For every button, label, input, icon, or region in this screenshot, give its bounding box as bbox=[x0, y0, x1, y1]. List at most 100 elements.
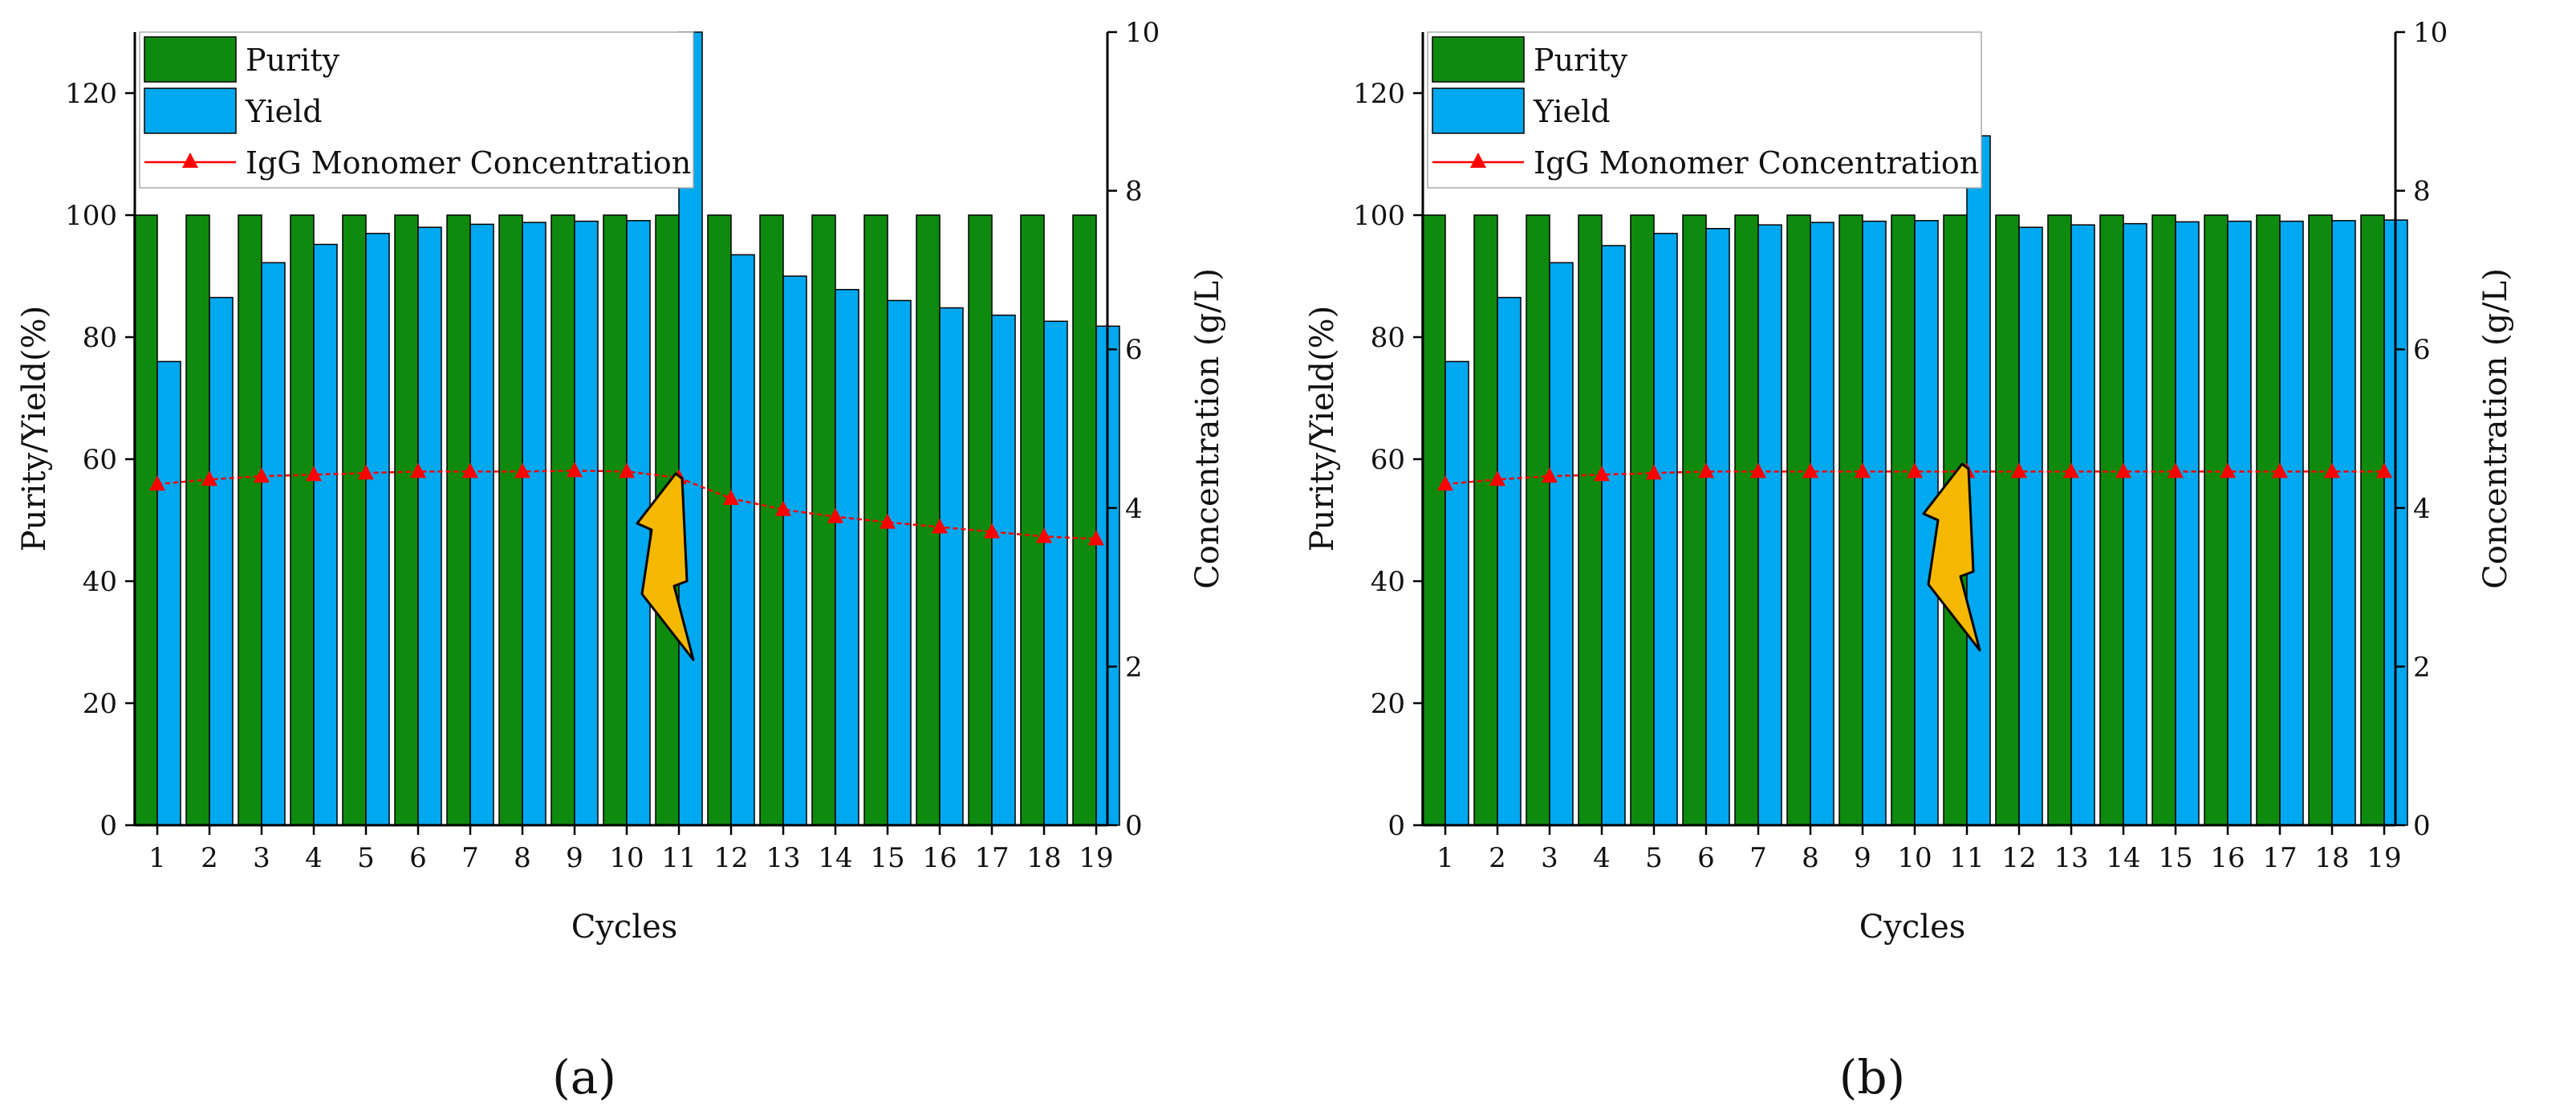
purity-bar bbox=[1630, 214, 1655, 826]
purity-bar bbox=[551, 214, 575, 826]
concentration-marker bbox=[201, 470, 217, 486]
purity-bar bbox=[498, 214, 523, 826]
concentration-marker bbox=[1646, 464, 1662, 480]
y-tick-label: 20 bbox=[1371, 688, 1405, 720]
concentration-marker bbox=[514, 462, 530, 478]
purity-bar bbox=[2308, 214, 2333, 826]
purity-bar bbox=[2047, 214, 2072, 826]
y2-tick-label: 10 bbox=[1125, 17, 1160, 49]
yield-bar bbox=[782, 275, 807, 826]
purity-bar bbox=[1995, 214, 2020, 826]
yield-bar bbox=[209, 296, 234, 826]
concentration-marker bbox=[1802, 462, 1818, 478]
legend-label-concentration: IgG Monomer Concentration bbox=[246, 145, 691, 181]
yield-bar bbox=[1043, 320, 1068, 826]
legend-swatch-yield bbox=[1432, 87, 1525, 134]
y-tick-label: 40 bbox=[83, 566, 117, 598]
y-tick-label: 0 bbox=[100, 810, 117, 842]
y2-tick-label: 8 bbox=[1125, 176, 1143, 208]
yield-bar bbox=[1810, 222, 1834, 826]
x-tick-label: 9 bbox=[566, 842, 583, 874]
x-tick-label: 12 bbox=[2001, 842, 2036, 874]
yield-bar bbox=[1653, 233, 1678, 826]
concentration-marker bbox=[827, 507, 843, 523]
x-tick-label: 16 bbox=[922, 842, 957, 874]
legend-label-purity: Purity bbox=[1534, 43, 1628, 78]
purity-bar bbox=[446, 214, 471, 826]
x-tick-label: 15 bbox=[2158, 842, 2192, 874]
legend-marker-concentration bbox=[1470, 153, 1486, 168]
purity-bar bbox=[2256, 214, 2281, 826]
y-tick-label: 20 bbox=[83, 688, 117, 720]
yield-bar bbox=[1444, 360, 1469, 826]
concentration-marker bbox=[880, 513, 896, 529]
yield-bar bbox=[991, 314, 1016, 826]
y-axis-title: Purity/Yield(%) bbox=[1304, 306, 1341, 552]
purity-bar bbox=[968, 214, 993, 826]
panel-label: (a) bbox=[552, 1050, 616, 1105]
legend-label-yield: Yield bbox=[245, 94, 323, 129]
concentration-marker bbox=[254, 467, 270, 483]
x-tick-label: 14 bbox=[818, 842, 852, 874]
y-tick-label: 40 bbox=[1371, 566, 1405, 598]
concentration-marker bbox=[1907, 462, 1923, 478]
concentration-marker bbox=[1489, 470, 1505, 486]
yield-bar bbox=[2070, 224, 2095, 826]
legend-swatch-yield bbox=[144, 87, 237, 134]
x-tick-label: 3 bbox=[253, 842, 270, 874]
purity-bar bbox=[759, 214, 784, 826]
purity-bar bbox=[1020, 214, 1045, 826]
x-tick-label: 6 bbox=[1697, 842, 1715, 874]
y-tick-label: 60 bbox=[83, 444, 117, 476]
concentration-marker bbox=[567, 462, 583, 478]
purity-bar bbox=[2099, 214, 2124, 826]
legend-marker-concentration bbox=[182, 153, 198, 168]
y2-tick-label: 0 bbox=[2413, 810, 2431, 842]
yield-bar bbox=[365, 233, 390, 826]
y2-tick-label: 6 bbox=[2413, 334, 2431, 366]
purity-bar bbox=[603, 214, 628, 826]
y2-tick-label: 6 bbox=[1125, 334, 1143, 366]
concentration-marker bbox=[932, 518, 948, 534]
x-tick-label: 5 bbox=[1645, 842, 1663, 874]
purity-bar bbox=[1421, 214, 1446, 826]
x-tick-label: 8 bbox=[514, 842, 531, 874]
yield-bar bbox=[522, 222, 546, 826]
lightning-bolt-icon bbox=[1922, 462, 1981, 652]
concentration-marker bbox=[462, 462, 478, 478]
concentration-marker bbox=[410, 462, 426, 478]
x-tick-label: 18 bbox=[1026, 842, 1061, 874]
concentration-marker bbox=[2115, 462, 2131, 478]
purity-bar bbox=[342, 214, 367, 826]
concentration-marker bbox=[2376, 462, 2392, 478]
concentration-marker bbox=[2272, 462, 2288, 478]
y2-tick-label: 2 bbox=[1125, 651, 1143, 683]
x-tick-label: 16 bbox=[2210, 842, 2245, 874]
yield-bar bbox=[835, 288, 859, 826]
concentration-marker bbox=[1542, 467, 1558, 483]
purity-bar bbox=[1891, 214, 1916, 826]
concentration-marker bbox=[2168, 462, 2184, 478]
purity-bar bbox=[1682, 214, 1707, 826]
concentration-marker bbox=[2063, 462, 2079, 478]
panel-label: (b) bbox=[1839, 1050, 1905, 1105]
legend-label-yield: Yield bbox=[1533, 94, 1611, 129]
yield-bar bbox=[2279, 220, 2304, 826]
purity-bar bbox=[1072, 214, 1097, 826]
yield-bar bbox=[2331, 220, 2356, 826]
legend-label-concentration: IgG Monomer Concentration bbox=[1534, 145, 1979, 181]
concentration-marker bbox=[2324, 462, 2340, 478]
concentration-marker bbox=[1437, 475, 1453, 491]
x-tick-label: 10 bbox=[1897, 842, 1932, 874]
x-tick-label: 19 bbox=[2367, 842, 2401, 874]
x-tick-label: 5 bbox=[357, 842, 375, 874]
x-tick-label: 2 bbox=[201, 842, 218, 874]
yield-bar bbox=[1966, 135, 1991, 826]
y2-axis-title: Concentration (g/L) bbox=[1189, 268, 1226, 589]
y2-tick-label: 4 bbox=[2413, 493, 2431, 525]
legend: Purity Yield IgG Monomer Concentration bbox=[139, 31, 694, 189]
x-tick-label: 13 bbox=[2054, 842, 2088, 874]
